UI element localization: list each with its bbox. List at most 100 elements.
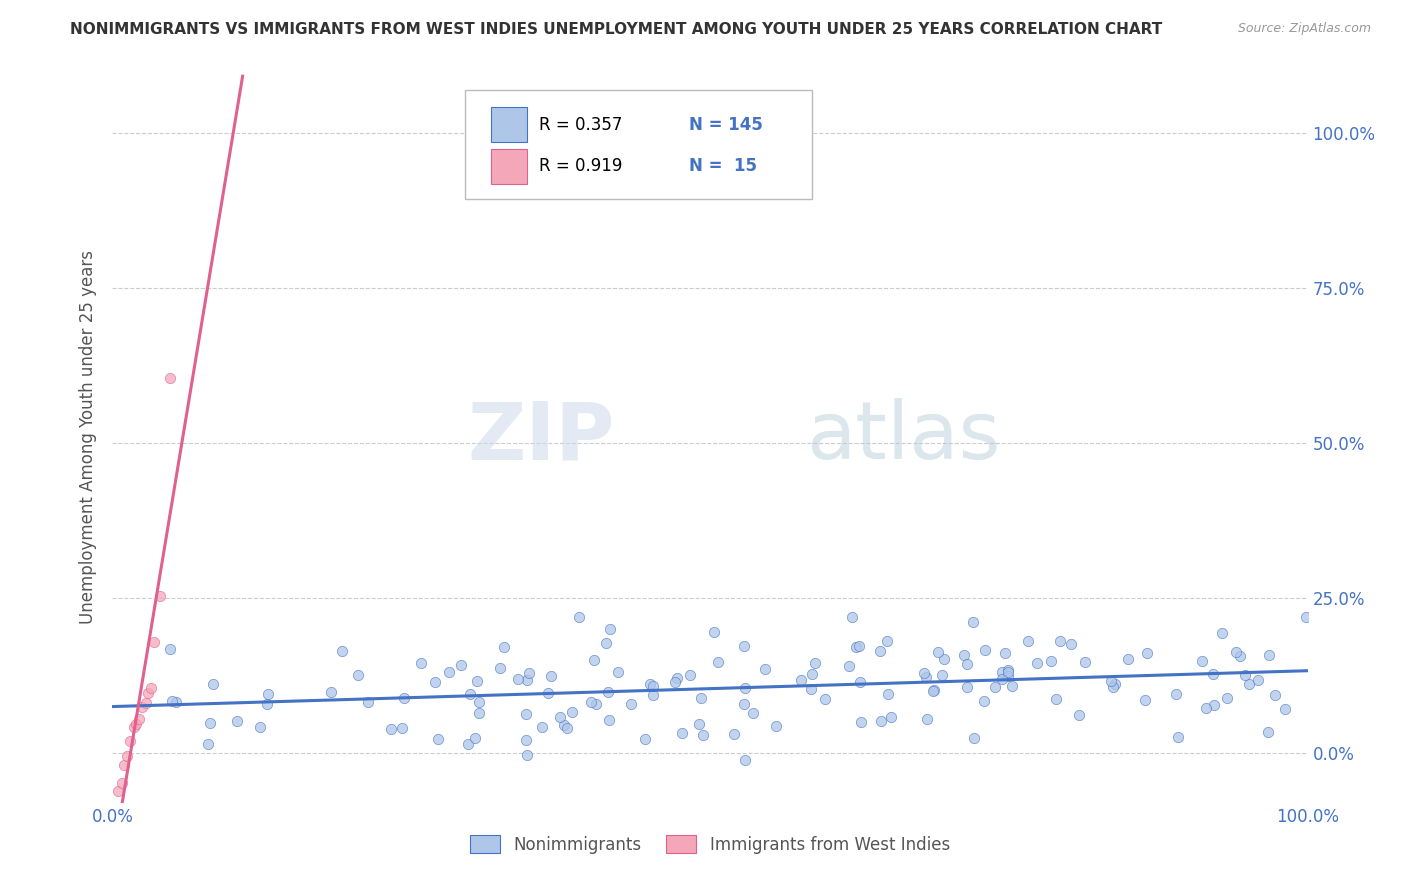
Point bbox=[1040, 654, 1063, 668]
Point bbox=[464, 731, 486, 746]
Point bbox=[125, 717, 148, 731]
Text: Source: ZipAtlas.com: Source: ZipAtlas.com bbox=[1237, 22, 1371, 36]
Point bbox=[733, 698, 755, 712]
Point bbox=[1216, 690, 1239, 705]
Point bbox=[457, 737, 479, 751]
Point bbox=[983, 680, 1005, 694]
Point bbox=[620, 697, 643, 711]
Point bbox=[688, 717, 710, 731]
Text: N = 145: N = 145 bbox=[689, 116, 762, 134]
Point bbox=[880, 710, 903, 724]
Point bbox=[606, 665, 628, 680]
Point bbox=[138, 686, 160, 700]
Point bbox=[838, 659, 860, 673]
Point bbox=[426, 731, 449, 746]
Point bbox=[922, 682, 945, 697]
Point bbox=[530, 720, 553, 734]
Point bbox=[707, 655, 730, 669]
Point bbox=[962, 615, 984, 630]
Point bbox=[1295, 610, 1317, 624]
Point bbox=[869, 644, 891, 658]
Point bbox=[256, 687, 278, 701]
Point bbox=[1059, 637, 1081, 651]
Point bbox=[703, 625, 725, 640]
Point bbox=[595, 636, 617, 650]
Text: R = 0.357: R = 0.357 bbox=[538, 116, 623, 134]
Point bbox=[991, 665, 1014, 679]
Point bbox=[994, 646, 1017, 660]
Point bbox=[319, 685, 342, 699]
Point bbox=[1025, 657, 1047, 671]
Point bbox=[115, 749, 138, 764]
Point bbox=[848, 639, 870, 653]
Point bbox=[973, 642, 995, 657]
Point bbox=[249, 720, 271, 734]
Point bbox=[1237, 677, 1260, 691]
Point bbox=[1116, 652, 1139, 666]
Point bbox=[678, 667, 700, 681]
Point bbox=[870, 714, 893, 728]
Point bbox=[997, 665, 1019, 680]
Point bbox=[460, 687, 482, 701]
Point bbox=[664, 674, 686, 689]
Point bbox=[160, 694, 183, 708]
Point bbox=[733, 639, 755, 653]
Point bbox=[1069, 707, 1091, 722]
Point bbox=[122, 720, 145, 734]
Point bbox=[1225, 645, 1247, 659]
Bar bbox=[491, 149, 527, 184]
Point bbox=[149, 589, 172, 603]
Point bbox=[952, 648, 974, 663]
Point bbox=[599, 622, 621, 636]
Point bbox=[848, 675, 870, 690]
Point bbox=[516, 747, 538, 762]
Point bbox=[1247, 673, 1270, 687]
Point bbox=[851, 714, 873, 729]
Point bbox=[159, 371, 181, 385]
Point bbox=[143, 634, 166, 648]
Point bbox=[997, 663, 1019, 677]
Point bbox=[1000, 679, 1022, 693]
FancyBboxPatch shape bbox=[465, 90, 811, 200]
Point bbox=[1017, 634, 1039, 648]
Point bbox=[741, 706, 763, 721]
Point bbox=[1074, 655, 1097, 669]
Point bbox=[1257, 648, 1279, 662]
Point bbox=[131, 699, 153, 714]
Point bbox=[517, 666, 540, 681]
Point bbox=[1274, 701, 1296, 715]
Point bbox=[1049, 633, 1071, 648]
Point bbox=[1136, 646, 1159, 660]
Point bbox=[1191, 654, 1213, 668]
Point bbox=[803, 656, 825, 670]
Point bbox=[357, 695, 380, 709]
Point bbox=[200, 715, 222, 730]
Point bbox=[585, 697, 607, 711]
Point bbox=[515, 732, 537, 747]
Point bbox=[641, 689, 664, 703]
Point bbox=[997, 669, 1019, 683]
Point bbox=[598, 713, 620, 727]
Point bbox=[841, 610, 863, 624]
Point bbox=[931, 668, 953, 682]
Point bbox=[973, 694, 995, 708]
Point bbox=[128, 712, 150, 726]
Text: R = 0.919: R = 0.919 bbox=[538, 158, 623, 176]
Point bbox=[927, 645, 949, 659]
Point bbox=[437, 665, 460, 679]
Point bbox=[347, 667, 370, 681]
Point bbox=[166, 696, 188, 710]
Point bbox=[465, 673, 488, 688]
Point bbox=[915, 712, 938, 726]
Point bbox=[734, 681, 756, 695]
Point bbox=[423, 674, 446, 689]
Point bbox=[643, 679, 665, 693]
Point bbox=[515, 707, 537, 722]
Legend: Nonimmigrants, Immigrants from West Indies: Nonimmigrants, Immigrants from West Indi… bbox=[464, 829, 956, 860]
Point bbox=[1234, 668, 1257, 682]
Point bbox=[537, 686, 560, 700]
Text: N =  15: N = 15 bbox=[689, 158, 756, 176]
Point bbox=[394, 691, 416, 706]
Point bbox=[1045, 692, 1067, 706]
Point bbox=[582, 653, 605, 667]
